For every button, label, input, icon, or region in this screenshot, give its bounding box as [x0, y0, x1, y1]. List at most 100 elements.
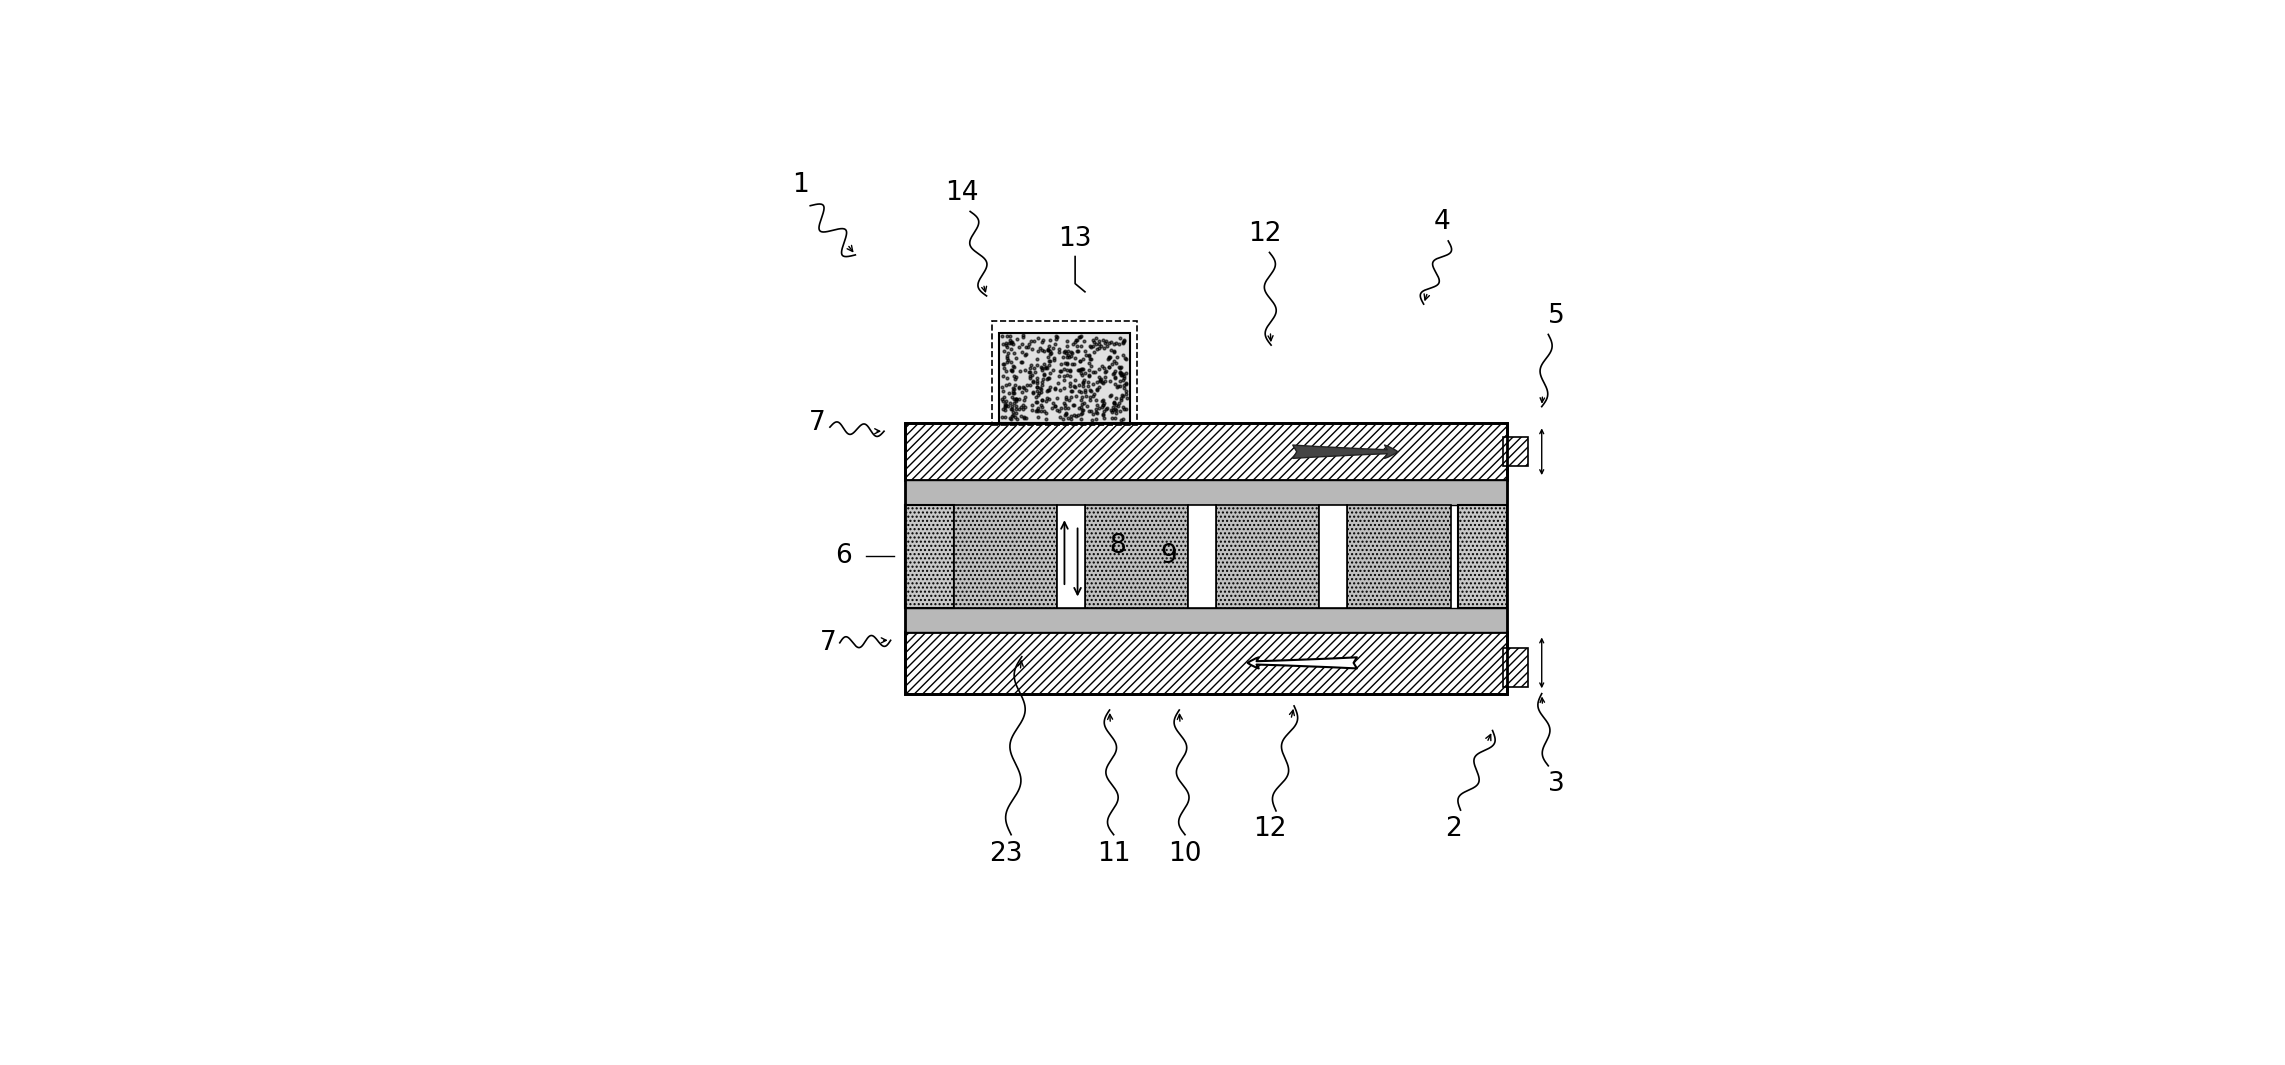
Point	[1104, 389, 1140, 406]
Point	[1081, 332, 1117, 349]
Point	[1015, 384, 1051, 402]
Point	[1047, 394, 1083, 411]
Point	[1042, 356, 1079, 373]
Point	[1003, 354, 1040, 371]
Point	[1065, 350, 1101, 367]
Point	[983, 390, 1019, 407]
Point	[1074, 363, 1111, 380]
Point	[1060, 382, 1097, 399]
Point	[1085, 331, 1122, 348]
Point	[1072, 367, 1108, 384]
Point	[999, 330, 1035, 347]
Point	[1060, 328, 1097, 345]
Point	[1076, 363, 1113, 380]
Point	[1108, 365, 1145, 382]
Point	[1063, 410, 1099, 427]
Point	[1053, 344, 1090, 361]
Point	[1053, 382, 1090, 399]
Point	[1003, 354, 1040, 371]
Point	[992, 327, 1028, 344]
Point	[1097, 410, 1133, 427]
Point	[1028, 405, 1065, 422]
Point	[1019, 378, 1056, 395]
Point	[992, 384, 1028, 402]
Point	[1099, 378, 1136, 395]
Point	[1017, 363, 1053, 380]
Point	[1019, 350, 1056, 367]
Point	[1042, 362, 1079, 379]
Point	[1108, 400, 1145, 417]
Bar	[1216, 505, 1318, 607]
Point	[1058, 350, 1095, 367]
Point	[1003, 335, 1040, 353]
Point	[1028, 389, 1065, 406]
Point	[1108, 375, 1145, 392]
Text: 9: 9	[1161, 543, 1177, 569]
Point	[1042, 399, 1079, 416]
Point	[996, 376, 1033, 393]
Point	[1097, 376, 1133, 393]
Point	[1085, 405, 1122, 422]
Point	[1081, 378, 1117, 395]
Point	[1067, 381, 1104, 398]
Point	[1072, 402, 1108, 419]
Point	[992, 361, 1028, 378]
Point	[1051, 367, 1088, 384]
Point	[1101, 394, 1138, 411]
Point	[1031, 370, 1067, 387]
Point	[1072, 346, 1108, 363]
Point	[1056, 377, 1092, 394]
Point	[1037, 330, 1074, 347]
Point	[1106, 376, 1142, 393]
Point	[1088, 400, 1124, 417]
Point	[1047, 372, 1083, 389]
Point	[1024, 398, 1060, 415]
Point	[1040, 344, 1076, 361]
Point	[1033, 378, 1069, 395]
Bar	[999, 332, 1131, 423]
Point	[1065, 375, 1101, 392]
Point	[1053, 410, 1090, 427]
Point	[994, 382, 1031, 399]
Point	[1074, 338, 1111, 355]
Point	[1104, 388, 1140, 405]
Bar	[1085, 505, 1188, 607]
Point	[1001, 362, 1037, 379]
Point	[1049, 355, 1085, 372]
Point	[1060, 343, 1097, 360]
Point	[1088, 399, 1124, 416]
Point	[994, 341, 1031, 358]
Point	[1090, 349, 1127, 366]
Point	[1021, 340, 1058, 357]
Point	[1097, 334, 1133, 351]
Point	[1063, 383, 1099, 400]
Point	[1108, 386, 1145, 403]
Point	[1024, 380, 1060, 397]
Point	[994, 407, 1031, 424]
Point	[1035, 349, 1072, 366]
Point	[1024, 376, 1060, 393]
Point	[1031, 357, 1067, 374]
Point	[1042, 367, 1079, 384]
Point	[1072, 350, 1108, 367]
Point	[1085, 363, 1122, 380]
Point	[1079, 396, 1115, 413]
Point	[989, 334, 1026, 351]
Point	[1063, 360, 1099, 377]
Point	[1049, 343, 1085, 360]
Point	[985, 335, 1021, 353]
Point	[1010, 335, 1047, 353]
Point	[1101, 365, 1138, 382]
Point	[989, 327, 1026, 344]
Point	[1067, 332, 1104, 349]
Point	[1104, 372, 1140, 389]
Bar	[905, 607, 1508, 633]
Point	[1058, 388, 1095, 405]
Point	[996, 358, 1033, 375]
Point	[1104, 366, 1140, 383]
Point	[1101, 378, 1138, 395]
Point	[987, 399, 1024, 416]
Point	[1097, 396, 1133, 413]
Point	[1042, 362, 1079, 379]
Point	[1003, 383, 1040, 400]
